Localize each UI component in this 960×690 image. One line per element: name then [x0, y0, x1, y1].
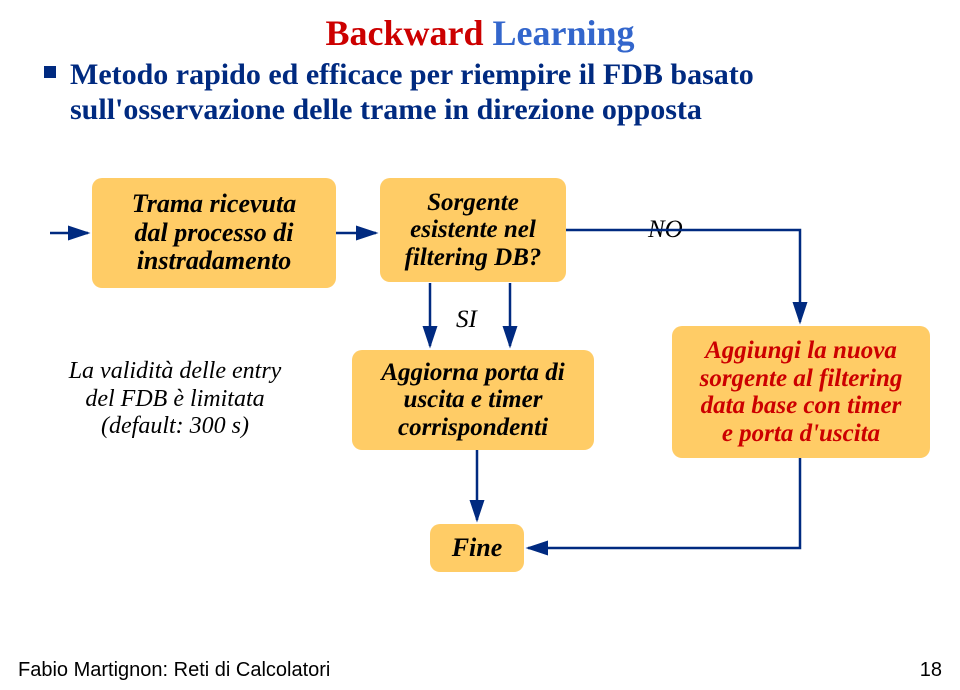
box-input-l2: dal processo di: [135, 218, 294, 247]
box-decision-l3: filtering DB?: [405, 244, 542, 271]
box-input: Trama ricevuta dal processo di instradam…: [92, 178, 336, 288]
box-decision: Sorgente esistente nel filtering DB?: [380, 178, 566, 282]
note-validity: La validità delle entry del FDB è limita…: [40, 358, 310, 441]
box-fine-label: Fine: [452, 534, 503, 563]
box-add-l4: e porta d'uscita: [722, 420, 880, 447]
slide-title: Backward Learning: [0, 0, 960, 54]
intro-line-2: sull'osservazione delle trame in direzio…: [70, 93, 702, 126]
bullet-icon: [44, 66, 56, 78]
footer: Fabio Martignon: Reti di Calcolatori 18: [0, 659, 960, 682]
box-add-l1: Aggiungi la nuova: [705, 337, 897, 364]
box-decision-l2: esistente nel: [410, 216, 536, 243]
label-si: SI: [456, 306, 477, 334]
intro-line-1: Metodo rapido ed efficace per riempire i…: [70, 58, 754, 91]
label-no: NO: [648, 216, 683, 244]
box-add: Aggiungi la nuova sorgente al filtering …: [672, 326, 930, 458]
box-update-l3: corrispondenti: [398, 414, 548, 441]
title-word-1: Backward: [325, 13, 483, 53]
note-l2: del FDB è limitata: [85, 386, 264, 412]
title-word-2: Learning: [484, 13, 635, 53]
box-input-l3: instradamento: [137, 246, 292, 275]
box-input-l1: Trama ricevuta: [132, 189, 296, 218]
footer-left: Fabio Martignon: Reti di Calcolatori: [18, 659, 330, 682]
footer-right: 18: [920, 659, 942, 682]
box-update: Aggiorna porta di uscita e timer corrisp…: [352, 350, 594, 450]
box-fine: Fine: [430, 524, 524, 572]
box-update-l1: Aggiorna porta di: [381, 359, 564, 386]
box-add-l2: sorgente al filtering: [700, 365, 903, 392]
box-update-l2: uscita e timer: [404, 386, 543, 413]
box-decision-l1: Sorgente: [427, 189, 519, 216]
note-l3: (default: 300 s): [101, 413, 249, 439]
intro-text: Metodo rapido ed efficace per riempire i…: [0, 54, 960, 127]
note-l1: La validità delle entry: [69, 358, 282, 384]
box-add-l3: data base con timer: [701, 392, 902, 419]
